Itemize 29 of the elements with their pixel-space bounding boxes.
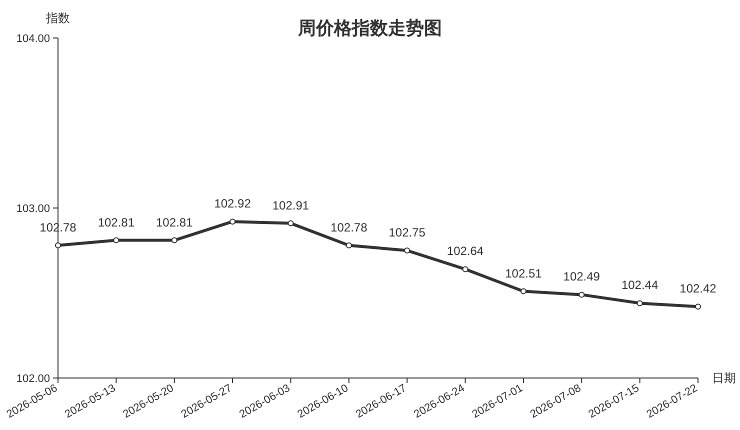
data-label: 102.75 [388,226,426,240]
data-label: 102.49 [563,270,600,284]
data-label: 102.64 [446,244,484,258]
point [55,242,61,248]
point [462,266,468,272]
point [520,288,526,294]
point [636,300,643,306]
data-label: 102.78 [330,220,368,234]
point [404,248,410,254]
x-axis-title: 日期 [712,371,736,385]
point [695,304,701,310]
data-label: 102.51 [505,266,542,280]
data-label: 102.81 [156,215,194,230]
point [288,220,294,226]
point [578,292,585,298]
y-tick-label: 104.00 [16,33,50,45]
point [230,218,236,225]
point [346,242,352,248]
data-label: 102.91 [272,198,310,212]
y-tick-label: 102.00 [16,373,50,385]
point [113,237,120,244]
y-axis-title: 指数 [45,11,70,25]
data-label: 102.44 [621,278,658,292]
data-label: 102.81 [98,215,135,230]
point [171,237,178,244]
data-label: 102.92 [214,196,252,211]
y-tick-label: 103.00 [16,203,50,215]
data-label: 102.42 [680,282,717,296]
chart-title: 周价格指数走势图 [297,18,442,38]
